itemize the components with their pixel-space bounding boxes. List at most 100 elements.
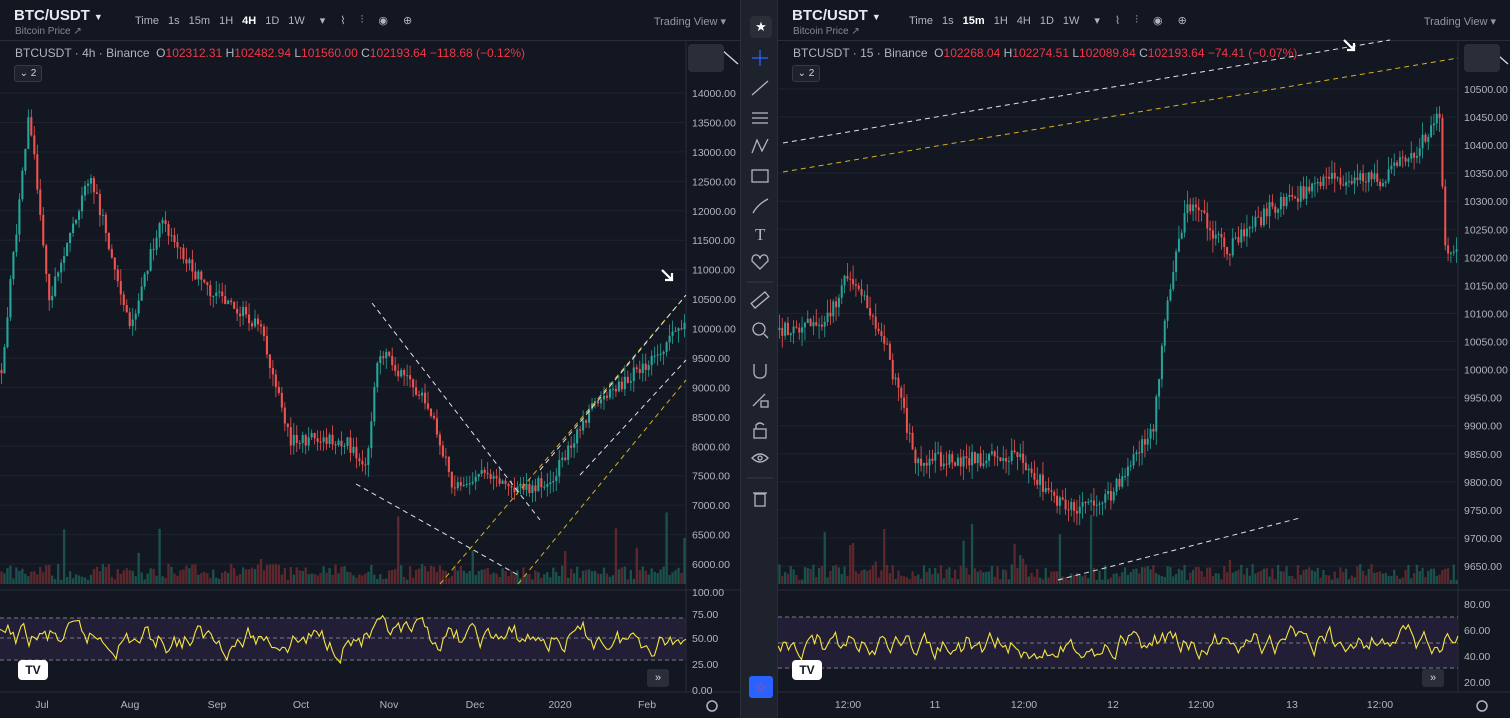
volume-bar bbox=[1087, 578, 1090, 584]
volume-bar bbox=[420, 564, 424, 584]
volume-bar bbox=[456, 570, 460, 584]
volume-bar bbox=[45, 565, 48, 584]
timeframe-15m[interactable]: 15m bbox=[962, 14, 985, 27]
trend-line-drawing bbox=[355, 483, 519, 576]
volume-bar bbox=[492, 572, 495, 584]
volume-bar bbox=[846, 575, 849, 584]
volume-bar bbox=[1016, 568, 1019, 584]
candle-body bbox=[253, 318, 257, 327]
candle-body bbox=[582, 420, 585, 431]
chevron-down-icon[interactable]: ▾ bbox=[1094, 15, 1100, 27]
volume-bar bbox=[650, 568, 653, 584]
candle-body bbox=[1410, 152, 1413, 159]
candle-body bbox=[432, 415, 436, 419]
left-chart-canvas[interactable]: 14000.00 13500.00 13000.00 12500.00 12000.00… bbox=[0, 0, 740, 718]
volume-bar bbox=[101, 564, 105, 584]
right-collapse-button[interactable]: ⌄ 2 bbox=[792, 65, 820, 82]
favorites-star-icon[interactable]: ★ bbox=[750, 16, 772, 38]
right-trading-view-menu[interactable]: Trading View ▾ bbox=[1423, 16, 1496, 28]
volume-bar bbox=[128, 570, 131, 584]
candle-body bbox=[537, 478, 540, 492]
volume-bar bbox=[1149, 569, 1152, 584]
candle-body bbox=[1175, 251, 1178, 272]
volume-bar bbox=[1271, 568, 1274, 584]
left-drawing-toggle-button[interactable] bbox=[688, 44, 724, 72]
candle-body bbox=[343, 445, 346, 447]
candle-body bbox=[1430, 125, 1433, 137]
right-chart-canvas[interactable]: 10500.00 10450.00 10400.00 10350.00 10300.00… bbox=[778, 0, 1510, 718]
timeframe-1s[interactable]: 1s bbox=[942, 14, 954, 27]
timeframe-4h[interactable]: 4H bbox=[1016, 14, 1031, 27]
left-trading-view-menu[interactable]: Trading View ▾ bbox=[653, 16, 726, 28]
volume-bar bbox=[447, 578, 451, 584]
volume-bar bbox=[414, 569, 418, 584]
candle-body bbox=[492, 476, 495, 479]
timeframe-1s[interactable]: 1s bbox=[168, 14, 180, 27]
price-axis-label: 9000.00 bbox=[692, 382, 730, 394]
volume-bar bbox=[322, 566, 325, 584]
candle-body bbox=[444, 456, 447, 458]
candle-body bbox=[1030, 468, 1033, 473]
candle-body bbox=[391, 355, 394, 366]
left-scroll-forward-button[interactable]: » bbox=[647, 669, 669, 687]
candle-body bbox=[990, 451, 993, 454]
volume-bar bbox=[778, 564, 781, 584]
volume-bar bbox=[665, 512, 668, 584]
candle-body bbox=[1169, 289, 1172, 301]
volume-bar bbox=[232, 568, 236, 584]
timeframe-1d[interactable]: 1D bbox=[1039, 14, 1054, 27]
chevron-down-icon[interactable]: ▾ bbox=[319, 15, 326, 27]
left-collapse-button[interactable]: ⌄ 2 bbox=[14, 65, 42, 82]
candle-body bbox=[971, 452, 974, 466]
volume-bar bbox=[1172, 576, 1175, 584]
volume-bar bbox=[617, 569, 621, 584]
volume-bar bbox=[131, 570, 134, 584]
chart-type-icon[interactable]: ⫶ bbox=[360, 14, 364, 26]
timeframe-15m[interactable]: 15m bbox=[188, 14, 211, 27]
right-chart-header: BTC/USDT ▼ Bitcoin Price ↗ Time 1s 15m 1H 4H 1… bbox=[778, 0, 1510, 41]
volume-bar bbox=[319, 573, 322, 584]
right-scroll-forward-button[interactable]: » bbox=[1422, 669, 1444, 687]
timeframe-1w[interactable]: 1W bbox=[1062, 14, 1080, 27]
timeframe-time[interactable]: Time bbox=[135, 14, 160, 27]
camera-icon[interactable]: ◉ bbox=[1153, 15, 1163, 27]
timeframe-1h[interactable]: 1H bbox=[219, 14, 234, 27]
add-icon[interactable]: ⊕ bbox=[1177, 15, 1187, 27]
candle-body bbox=[1302, 186, 1305, 199]
volume-bar bbox=[1081, 576, 1084, 584]
candle-body bbox=[83, 185, 87, 196]
volume-bar bbox=[965, 567, 968, 584]
indicators-icon[interactable]: ⌇ bbox=[1114, 15, 1121, 27]
add-icon[interactable]: ⊕ bbox=[403, 15, 413, 27]
volume-bar bbox=[1013, 543, 1016, 584]
volume-bar bbox=[1021, 558, 1025, 584]
left-chart-pane[interactable]: BTC/USDT ▼ Bitcoin Price ↗ Time 1s 15m 1H 4H 1… bbox=[0, 0, 740, 718]
right-chart-pane[interactable]: BTC/USDT ▼ Bitcoin Price ↗ Time 1s 15m 1H 4H 1… bbox=[778, 0, 1510, 718]
right-symbol-selector[interactable]: BTC/USDT ▼ bbox=[792, 7, 881, 24]
camera-icon[interactable]: ◉ bbox=[378, 15, 389, 27]
candle-body bbox=[197, 271, 200, 280]
watchlist-star-button[interactable]: ☆ bbox=[749, 676, 773, 698]
candle-body bbox=[24, 149, 27, 171]
timeframe-1w[interactable]: 1W bbox=[288, 14, 305, 27]
chart-type-icon[interactable]: ⫶ bbox=[1135, 14, 1139, 26]
timeframe-4h[interactable]: 4H bbox=[242, 14, 257, 27]
volume-bar bbox=[834, 564, 838, 584]
timeframe-1h[interactable]: 1H bbox=[993, 14, 1008, 27]
volume-bar bbox=[396, 516, 400, 584]
candle-body bbox=[1101, 502, 1104, 504]
indicators-icon[interactable]: ⌇ bbox=[340, 15, 346, 27]
candle-body bbox=[1124, 476, 1127, 478]
left-symbol-selector[interactable]: BTC/USDT ▼ bbox=[14, 7, 103, 24]
volume-bar bbox=[1262, 568, 1266, 584]
timeframe-time[interactable]: Time bbox=[909, 14, 934, 27]
timeframe-1d[interactable]: 1D bbox=[265, 14, 280, 27]
candle-body bbox=[1387, 169, 1390, 182]
volume-bar bbox=[3, 573, 6, 584]
candle-body bbox=[92, 178, 95, 193]
candle-body bbox=[653, 355, 656, 357]
right-drawing-toggle-button[interactable] bbox=[1464, 44, 1500, 72]
volume-bar bbox=[1033, 576, 1036, 584]
candle-body bbox=[1047, 488, 1050, 491]
volume-bar bbox=[578, 577, 582, 584]
